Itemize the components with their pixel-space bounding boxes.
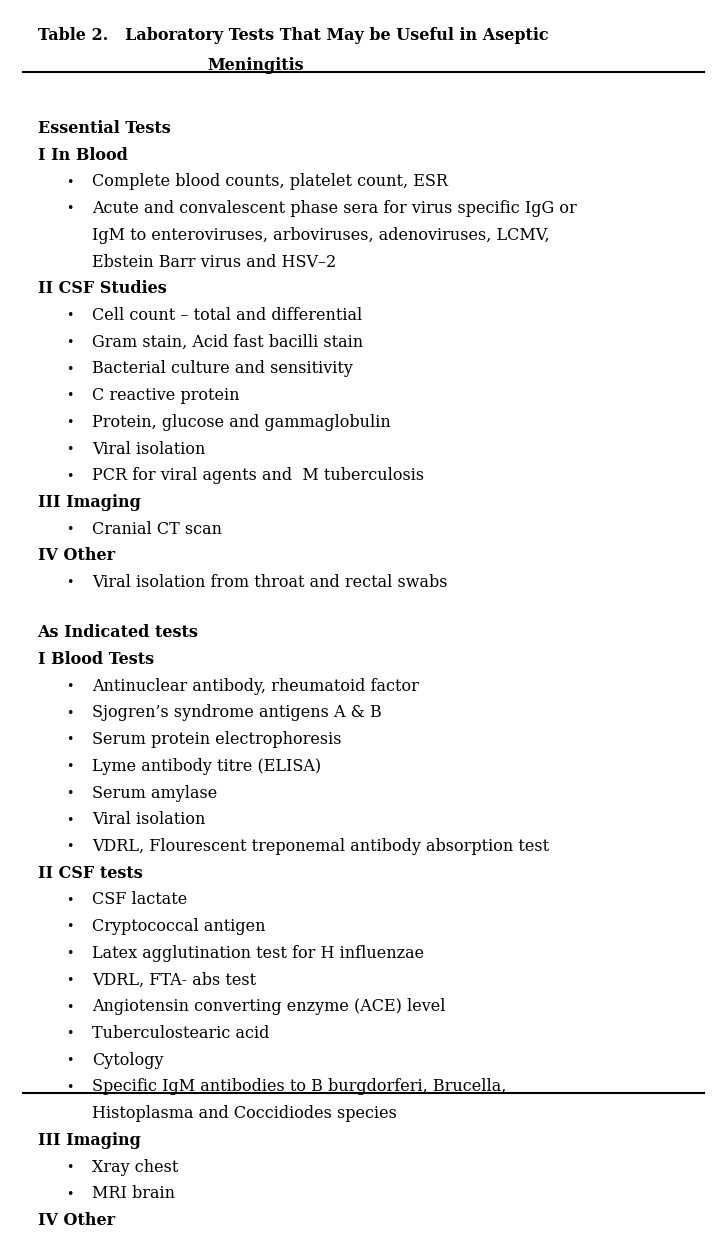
Text: Antinuclear antibody, rheumatoid factor: Antinuclear antibody, rheumatoid factor: [92, 678, 419, 695]
Text: Essential Tests: Essential Tests: [38, 120, 170, 138]
Text: •: •: [66, 706, 74, 720]
Text: •: •: [66, 202, 74, 216]
Text: •: •: [66, 1161, 74, 1173]
Text: Angiotensin converting enzyme (ACE) level: Angiotensin converting enzyme (ACE) leve…: [92, 999, 446, 1015]
Text: Histoplasma and Coccidiodes species: Histoplasma and Coccidiodes species: [92, 1105, 397, 1123]
Text: II CSF tests: II CSF tests: [38, 865, 142, 882]
Text: PCR for viral agents and  M tuberculosis: PCR for viral agents and M tuberculosis: [92, 467, 424, 484]
Text: VDRL, Flourescent treponemal antibody absorption test: VDRL, Flourescent treponemal antibody ab…: [92, 838, 549, 855]
Text: Meningitis: Meningitis: [208, 57, 305, 73]
Text: Xray chest: Xray chest: [92, 1158, 178, 1176]
Text: I Blood Tests: I Blood Tests: [38, 650, 153, 668]
Text: IgM to enteroviruses, arboviruses, adenoviruses, LCMV,: IgM to enteroviruses, arboviruses, adeno…: [92, 227, 550, 244]
Text: Cryptococcal antigen: Cryptococcal antigen: [92, 918, 265, 935]
Text: MRI brain: MRI brain: [92, 1186, 175, 1202]
Text: •: •: [66, 947, 74, 960]
Text: Gram stain, Acid fast bacilli stain: Gram stain, Acid fast bacilli stain: [92, 333, 363, 351]
Text: I In Blood: I In Blood: [38, 146, 127, 164]
Text: •: •: [66, 176, 74, 188]
Text: III Imaging: III Imaging: [38, 1132, 140, 1149]
Text: •: •: [66, 733, 74, 746]
Text: Cranial CT scan: Cranial CT scan: [92, 520, 222, 538]
Text: Table 2.   Laboratory Tests That May be Useful in Aseptic: Table 2. Laboratory Tests That May be Us…: [38, 27, 548, 43]
Text: •: •: [66, 1027, 74, 1041]
Text: •: •: [66, 1054, 74, 1067]
Text: •: •: [66, 310, 74, 322]
Text: •: •: [66, 974, 74, 986]
Text: C reactive protein: C reactive protein: [92, 388, 239, 404]
Text: Acute and convalescent phase sera for virus specific IgG or: Acute and convalescent phase sera for vi…: [92, 201, 577, 217]
Text: Cytology: Cytology: [92, 1052, 164, 1069]
Text: •: •: [66, 523, 74, 536]
Text: •: •: [66, 893, 74, 907]
Text: IV Other: IV Other: [38, 548, 115, 565]
Text: III Imaging: III Imaging: [38, 494, 140, 510]
Text: •: •: [66, 363, 74, 375]
Text: Bacterial culture and sensitivity: Bacterial culture and sensitivity: [92, 361, 353, 378]
Text: •: •: [66, 389, 74, 403]
Text: Specific IgM antibodies to B burgdorferi, Brucella,: Specific IgM antibodies to B burgdorferi…: [92, 1078, 506, 1095]
Text: •: •: [66, 336, 74, 349]
Text: Latex agglutination test for H influenzae: Latex agglutination test for H influenza…: [92, 945, 424, 961]
Text: •: •: [66, 1001, 74, 1014]
Text: Viral isolation: Viral isolation: [92, 812, 205, 829]
Text: As Indicated tests: As Indicated tests: [38, 624, 198, 642]
Text: •: •: [66, 576, 74, 590]
Text: Lyme antibody titre (ELISA): Lyme antibody titre (ELISA): [92, 758, 321, 774]
Text: II CSF Studies: II CSF Studies: [38, 280, 166, 297]
Text: •: •: [66, 921, 74, 933]
Text: Viral isolation from throat and rectal swabs: Viral isolation from throat and rectal s…: [92, 574, 447, 591]
Text: •: •: [66, 442, 74, 456]
Text: IV Other: IV Other: [38, 1212, 115, 1229]
Text: •: •: [66, 680, 74, 693]
Text: VDRL, FTA- abs test: VDRL, FTA- abs test: [92, 971, 256, 989]
Text: Ebstein Barr virus and HSV–2: Ebstein Barr virus and HSV–2: [92, 254, 336, 270]
Text: Protein, glucose and gammaglobulin: Protein, glucose and gammaglobulin: [92, 414, 390, 431]
Text: Cell count – total and differential: Cell count – total and differential: [92, 307, 362, 325]
Text: Complete blood counts, platelet count, ESR: Complete blood counts, platelet count, E…: [92, 173, 448, 191]
Text: •: •: [66, 470, 74, 482]
Text: •: •: [66, 1187, 74, 1201]
Text: •: •: [66, 1080, 74, 1094]
Text: •: •: [66, 814, 74, 826]
Text: Sjogren’s syndrome antigens A & B: Sjogren’s syndrome antigens A & B: [92, 705, 382, 721]
Text: •: •: [66, 760, 74, 773]
Text: Serum amylase: Serum amylase: [92, 784, 217, 802]
Text: •: •: [66, 840, 74, 854]
Text: Viral isolation: Viral isolation: [92, 441, 205, 457]
Text: Serum protein electrophoresis: Serum protein electrophoresis: [92, 731, 342, 748]
Text: CSF lactate: CSF lactate: [92, 891, 187, 908]
Text: •: •: [66, 787, 74, 800]
Text: Tuberculostearic acid: Tuberculostearic acid: [92, 1025, 269, 1042]
Text: •: •: [66, 416, 74, 429]
